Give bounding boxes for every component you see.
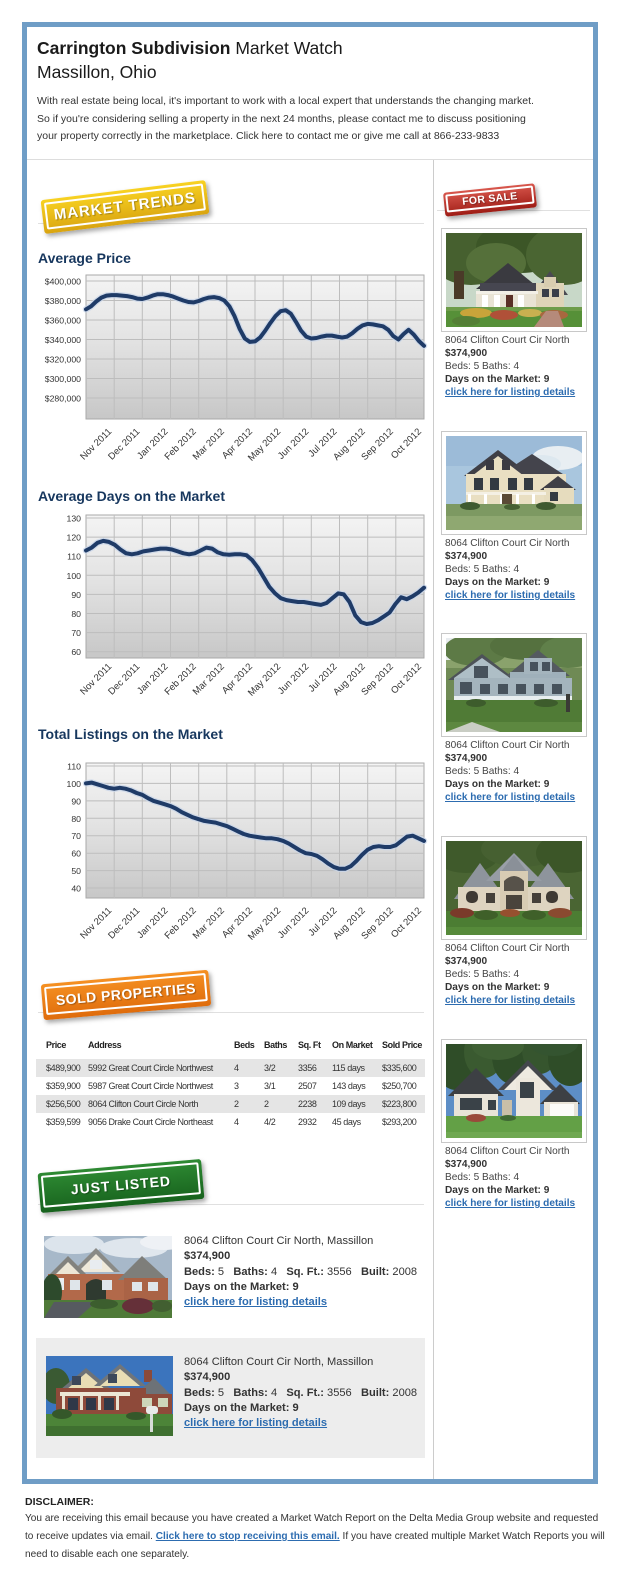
svg-text:110: 110 (67, 762, 81, 772)
svg-text:Oct 2012: Oct 2012 (389, 426, 424, 461)
svg-text:Jun 2012: Jun 2012 (276, 661, 311, 696)
svg-text:$300,000: $300,000 (45, 374, 81, 384)
svg-text:80: 80 (71, 609, 81, 619)
svg-text:$400,000: $400,000 (45, 277, 81, 287)
svg-text:100: 100 (67, 571, 82, 581)
svg-text:Jun 2012: Jun 2012 (276, 905, 311, 940)
svg-text:Oct 2012: Oct 2012 (389, 905, 424, 940)
svg-text:Jun 2012: Jun 2012 (276, 426, 311, 461)
svg-text:60: 60 (71, 849, 81, 859)
svg-text:100: 100 (67, 779, 82, 789)
svg-text:70: 70 (71, 628, 81, 638)
svg-text:130: 130 (67, 514, 82, 524)
svg-text:70: 70 (71, 831, 81, 841)
svg-text:90: 90 (71, 590, 81, 600)
svg-text:60: 60 (71, 647, 81, 657)
svg-text:$320,000: $320,000 (45, 355, 81, 365)
svg-text:$340,000: $340,000 (45, 335, 81, 345)
svg-text:40: 40 (71, 884, 81, 894)
svg-text:120: 120 (67, 533, 82, 543)
svg-text:110: 110 (67, 552, 81, 562)
svg-text:90: 90 (71, 796, 81, 806)
svg-text:Oct 2012: Oct 2012 (389, 661, 424, 696)
svg-text:$360,000: $360,000 (45, 316, 81, 326)
svg-text:$380,000: $380,000 (45, 296, 81, 306)
svg-text:50: 50 (71, 866, 81, 876)
svg-text:$280,000: $280,000 (45, 394, 81, 404)
svg-text:80: 80 (71, 814, 81, 824)
